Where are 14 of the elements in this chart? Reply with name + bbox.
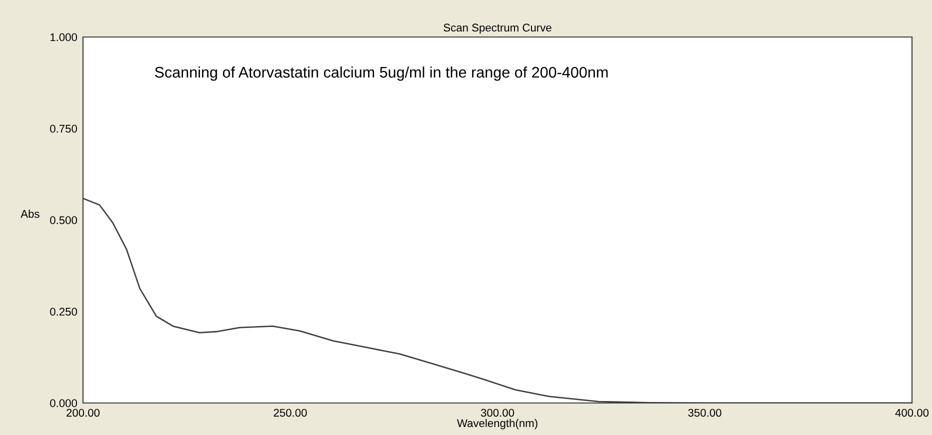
y-tick-label: 1.000 (50, 33, 78, 42)
y-tick-label: 0.000 (50, 399, 78, 408)
x-tick-label: 400.00 (895, 408, 929, 417)
y-tick-label: 0.500 (50, 216, 78, 224)
x-tick-label: 250.00 (274, 408, 307, 417)
x-tick-label: 300.00 (480, 408, 514, 417)
annotation: Scanning of Atorvastatin calcium 5ug/ml in the range of 200-400nm (154, 66, 608, 81)
y-tick-label: 0.250 (50, 308, 78, 316)
chart-title: Scan Spectrum Curve (444, 24, 552, 34)
y-tick-label: 0.750 (50, 124, 78, 133)
y-axis-title: Abs (20, 210, 40, 218)
x-tick-label: 200.00 (66, 408, 100, 417)
x-tick-label: 350.00 (688, 408, 722, 417)
x-axis-title: Wavelength(nm) (457, 418, 538, 430)
